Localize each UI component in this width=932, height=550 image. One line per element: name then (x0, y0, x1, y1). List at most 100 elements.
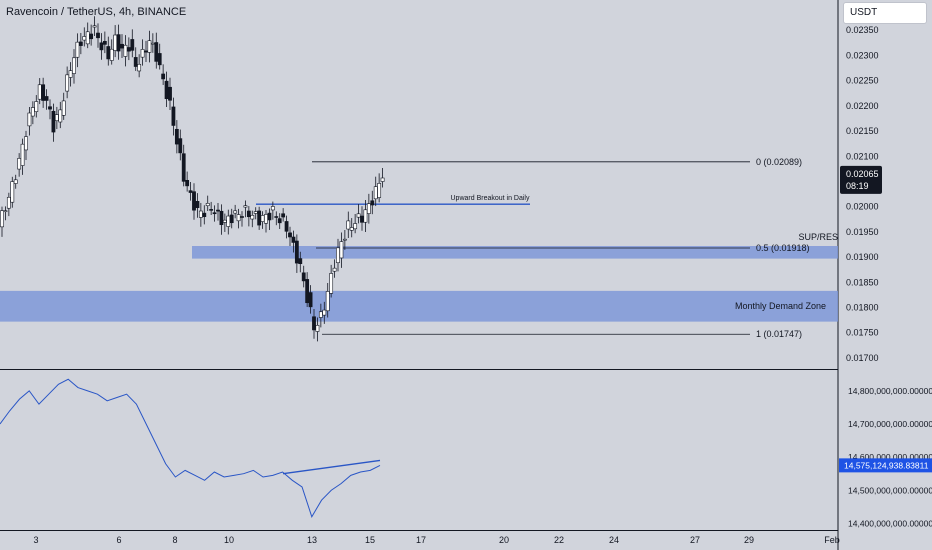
time-tick-label: Feb (824, 535, 840, 545)
candle-body (366, 203, 371, 214)
candle-body (20, 143, 25, 166)
time-tick-label: 15 (365, 535, 375, 545)
indicator-tick-label: 14,400,000,000.00000 (848, 518, 932, 528)
divergence-trend-line[interactable] (282, 459, 381, 475)
candle-body (264, 214, 268, 224)
candle-body (85, 31, 90, 45)
sup-res-zone[interactable] (192, 246, 838, 259)
candle-body (0, 210, 4, 228)
candle-body (178, 138, 183, 154)
monthly-demand-label: Monthly Demand Zone (735, 301, 826, 311)
indicator-tick-label: 14,800,000,000.00000 (848, 386, 932, 396)
candle-body (144, 50, 148, 53)
candle-body (274, 216, 279, 218)
candle-body (353, 223, 358, 230)
candle-body (291, 236, 296, 243)
candle-body (181, 153, 186, 182)
price-tick-label: 0.02200 (846, 101, 879, 111)
candle-body (346, 220, 351, 230)
candle-body (92, 25, 97, 28)
candle-body (246, 210, 251, 218)
candle-body (281, 213, 286, 218)
indicator-tick-label: 14,500,000,000.00000 (848, 485, 932, 495)
candle-body (360, 215, 364, 223)
price-tick-label: 0.02350 (846, 25, 879, 35)
price-tick-label: 0.02250 (846, 76, 879, 86)
candle-body (65, 74, 70, 92)
indicator-tick-label: 14,600,000,000.00000 (848, 452, 932, 462)
candle-body (48, 106, 52, 110)
candle-body (305, 279, 310, 304)
candle-body (51, 110, 56, 133)
fib-level-label: 0.5 (0.01918) (756, 243, 810, 253)
price-tick-label: 0.01900 (846, 252, 879, 262)
candle-body (315, 325, 320, 332)
time-tick-label: 8 (172, 535, 177, 545)
candle-body (96, 32, 100, 39)
candle-body (270, 206, 275, 211)
candle-body (195, 201, 200, 209)
monthly-demand-zone[interactable] (0, 290, 838, 322)
candle-body (27, 112, 32, 127)
time-tick-label: 24 (609, 535, 619, 545)
candle-body (188, 190, 193, 193)
time-tick-label: 20 (499, 535, 509, 545)
candle-body (312, 316, 316, 331)
candle-body (284, 221, 289, 232)
countdown-value: 08:19 (846, 181, 869, 191)
candle-body (44, 96, 49, 101)
time-tick-label: 3 (33, 535, 38, 545)
candle-body (185, 180, 190, 187)
candle-body (294, 240, 299, 264)
candle-body (212, 212, 217, 215)
candle-body (54, 114, 59, 122)
candle-body (116, 34, 121, 52)
candle-body (298, 258, 303, 265)
price-tick-label: 0.02000 (846, 202, 879, 212)
candle-body (216, 209, 220, 212)
candle-body (41, 84, 46, 101)
time-tick-label: 10 (224, 535, 234, 545)
candle-body (342, 238, 347, 241)
candle-body (61, 100, 66, 116)
exchange-label: BINANCE (137, 6, 187, 18)
candle-body (3, 210, 8, 213)
candle-body (89, 33, 94, 40)
candle-body (68, 70, 73, 78)
candle-body (202, 212, 207, 217)
price-tick-label: 0.01750 (846, 328, 879, 338)
candle-body (288, 232, 292, 238)
candle-body (102, 41, 107, 45)
interval-label[interactable]: 4h (118, 6, 132, 18)
symbol-name: Ravencoin / TetherUS (6, 6, 113, 18)
candle-body (30, 107, 35, 117)
candle-body (164, 80, 169, 100)
last-price-tag (840, 165, 882, 194)
candle-body (161, 73, 166, 80)
time-tick-label: 13 (307, 535, 317, 545)
candle-body (113, 34, 118, 51)
candle-body (243, 205, 248, 208)
candle-body (192, 191, 196, 211)
currency-selector[interactable]: USDT (843, 2, 927, 24)
candle-body (24, 136, 28, 151)
sup-res-label: SUP/RES (798, 232, 838, 242)
price-tick-label: 0.01950 (846, 227, 879, 237)
last-price-value: 0.02065 (846, 169, 879, 179)
breakout-label: Upward Breakout in Daily (451, 195, 530, 202)
candle-body (130, 39, 135, 51)
candle-body (106, 46, 111, 60)
indicator-series-line (0, 378, 381, 518)
candle-body (126, 47, 131, 52)
indicator-tick-label: 14,700,000,000.00000 (848, 419, 932, 429)
time-tick-label: 6 (116, 535, 121, 545)
candle-body (318, 311, 323, 318)
time-tick-label: 17 (416, 535, 426, 545)
indicator-last-tag (839, 458, 932, 473)
candle-body (168, 86, 172, 101)
candle-body (336, 247, 340, 264)
candle-body (157, 53, 162, 66)
candle-body (34, 101, 39, 112)
